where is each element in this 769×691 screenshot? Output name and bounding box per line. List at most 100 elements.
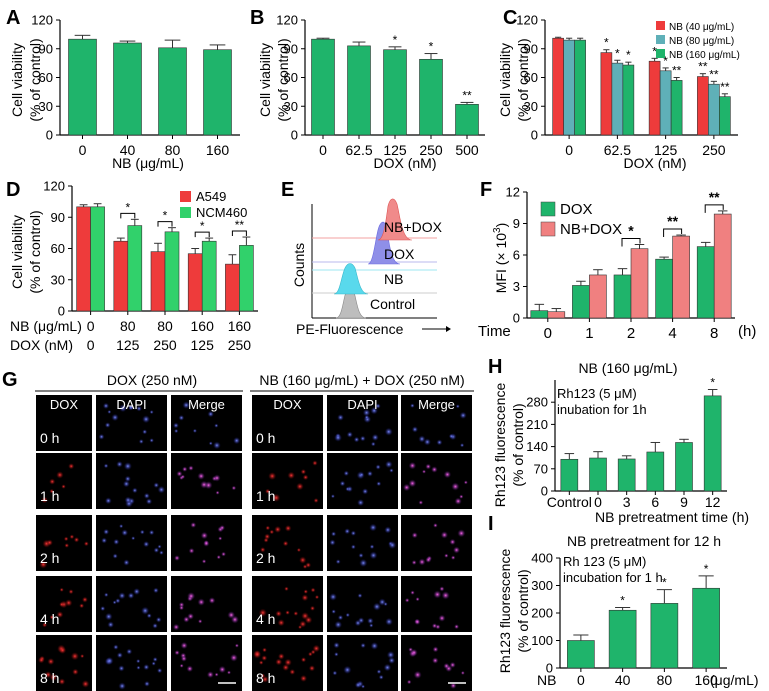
panel-h-bar [646,451,665,492]
panel-g-cell [203,540,210,547]
panel-c-ytick-label: 60 [524,70,538,85]
panel-a-xtick-label: 80 [165,142,181,158]
panel-g-cell [216,554,221,560]
panel-g-cell [359,558,368,568]
panel-f-bar [713,213,732,319]
panel-a-bar [158,47,187,136]
panel-g-tile [252,453,323,509]
panel-d-bar [225,263,240,312]
panel-g-cell [38,656,45,664]
panel-b-bar [311,38,335,136]
panel-g-cell [353,436,360,443]
panel-label-h: H [488,356,502,378]
panel-g-cell [411,426,419,433]
panel-d-row1-value: 80 [157,318,173,334]
panel-g-cell [284,586,289,592]
panel-g-cell [366,470,373,477]
panel-b-sig-label: * [393,33,398,47]
panel-g-cell [413,670,422,679]
panel-h-ytick-label: 70 [534,461,548,476]
panel-g-row-label: 2 h [256,550,275,566]
panel-g-cell [188,465,194,471]
panel-g-cell [227,611,236,619]
panel-g-cell [274,525,282,533]
panel-f-bar [572,285,590,319]
panel-g-cell [422,469,427,474]
panel-d-row2-value: 125 [116,337,140,353]
panel-g-cell [418,435,426,443]
panel-g-cell [100,605,106,612]
panel-g-cell [404,597,410,603]
panel-g-cell [343,665,352,675]
panel-f-legend-label: DOX [560,201,593,218]
panel-g-cell [433,523,438,528]
panel-g-cell [103,592,109,598]
panel-g-cell [302,474,309,481]
panel-g-cell [212,441,221,450]
panel-g-cell [331,609,337,614]
panel-h-annotation-2: inubation for 1h [557,402,647,417]
panel-g-cell [357,498,365,507]
panel-f-bar [547,311,566,319]
panel-g-cell [268,472,277,481]
panel-g-cell [335,559,341,565]
panel-i-xlabel-prefix: NB [537,672,556,688]
panel-g-cell [337,414,344,421]
panel-d-bracket [120,212,136,219]
panel-a-xlabel: NB (μg/mL) [112,155,184,171]
panel-g-cell [389,468,394,473]
panel-g-cell [384,526,392,534]
panel-a-chart: Cell viability (% of control) NB (μg/mL)… [9,13,240,171]
panel-g-cell [285,610,290,615]
panel-i-ytick-label: 0 [546,661,553,676]
panel-g-cell [113,538,120,546]
panel-f-bracket [621,238,641,247]
panel-d-bracket-label: ** [235,218,245,232]
panel-g-cell [214,672,219,677]
panel-b-xlabel: DOX (nM) [374,155,437,171]
panel-g-row-label: 0 h [256,430,275,446]
panel-g-cell [277,619,285,627]
panel-f-ytick-label: 9 [513,216,520,231]
panel-g-cell [460,670,465,675]
panel-g-cell [287,471,296,480]
panel-g-cell [152,622,158,629]
panel-g-cell [201,559,207,564]
panel-label-a: A [6,7,20,29]
panel-h-xtick-label: 3 [623,494,631,510]
panel-g-cell [371,433,379,442]
panel-g-cell [345,612,351,618]
panel-f-bar [672,235,690,319]
panel-h-bar [703,395,722,492]
panel-h-ylabel-2: (% of control) [510,403,526,486]
panel-i-ytick-label: 100 [531,633,553,648]
panel-g-cell [334,433,343,442]
panel-g-cell [104,497,112,505]
panel-g-cell [56,611,64,619]
panel-label-c: C [503,7,517,29]
panel-g-tile [96,576,167,632]
panel-g-cell [284,658,292,667]
panel-g-cell [329,592,338,601]
panel-g-row-label: 2 h [40,550,59,566]
panel-a-ytick-label: 90 [39,41,53,56]
panel-d-row2-value: 250 [228,337,252,353]
panel-b-ytick-label: 60 [284,70,298,85]
panel-i-xlabel-unit: (μg/mL) [710,672,759,688]
panel-g-cell [260,547,266,553]
panel-f-xlabel-unit: (h) [738,323,756,340]
panel-label-i: I [488,513,494,535]
panel-g-cell [200,531,209,540]
panel-g-cell [182,466,188,472]
panel-g-cell [124,496,132,504]
panel-a-xtick-label: 0 [79,142,87,158]
panel-c-legend-label: NB (80 μg/mL) [669,36,734,47]
panel-g-cell [367,617,374,625]
panel-f-legend-label: NB+DOX [560,221,622,238]
panel-g-cell [344,528,351,535]
panel-g-cell [408,479,417,488]
panel-f-ytick-label: 6 [513,248,520,263]
panel-g-row-label: 4 h [40,611,59,627]
panel-d-row1-value: 160 [228,318,252,334]
